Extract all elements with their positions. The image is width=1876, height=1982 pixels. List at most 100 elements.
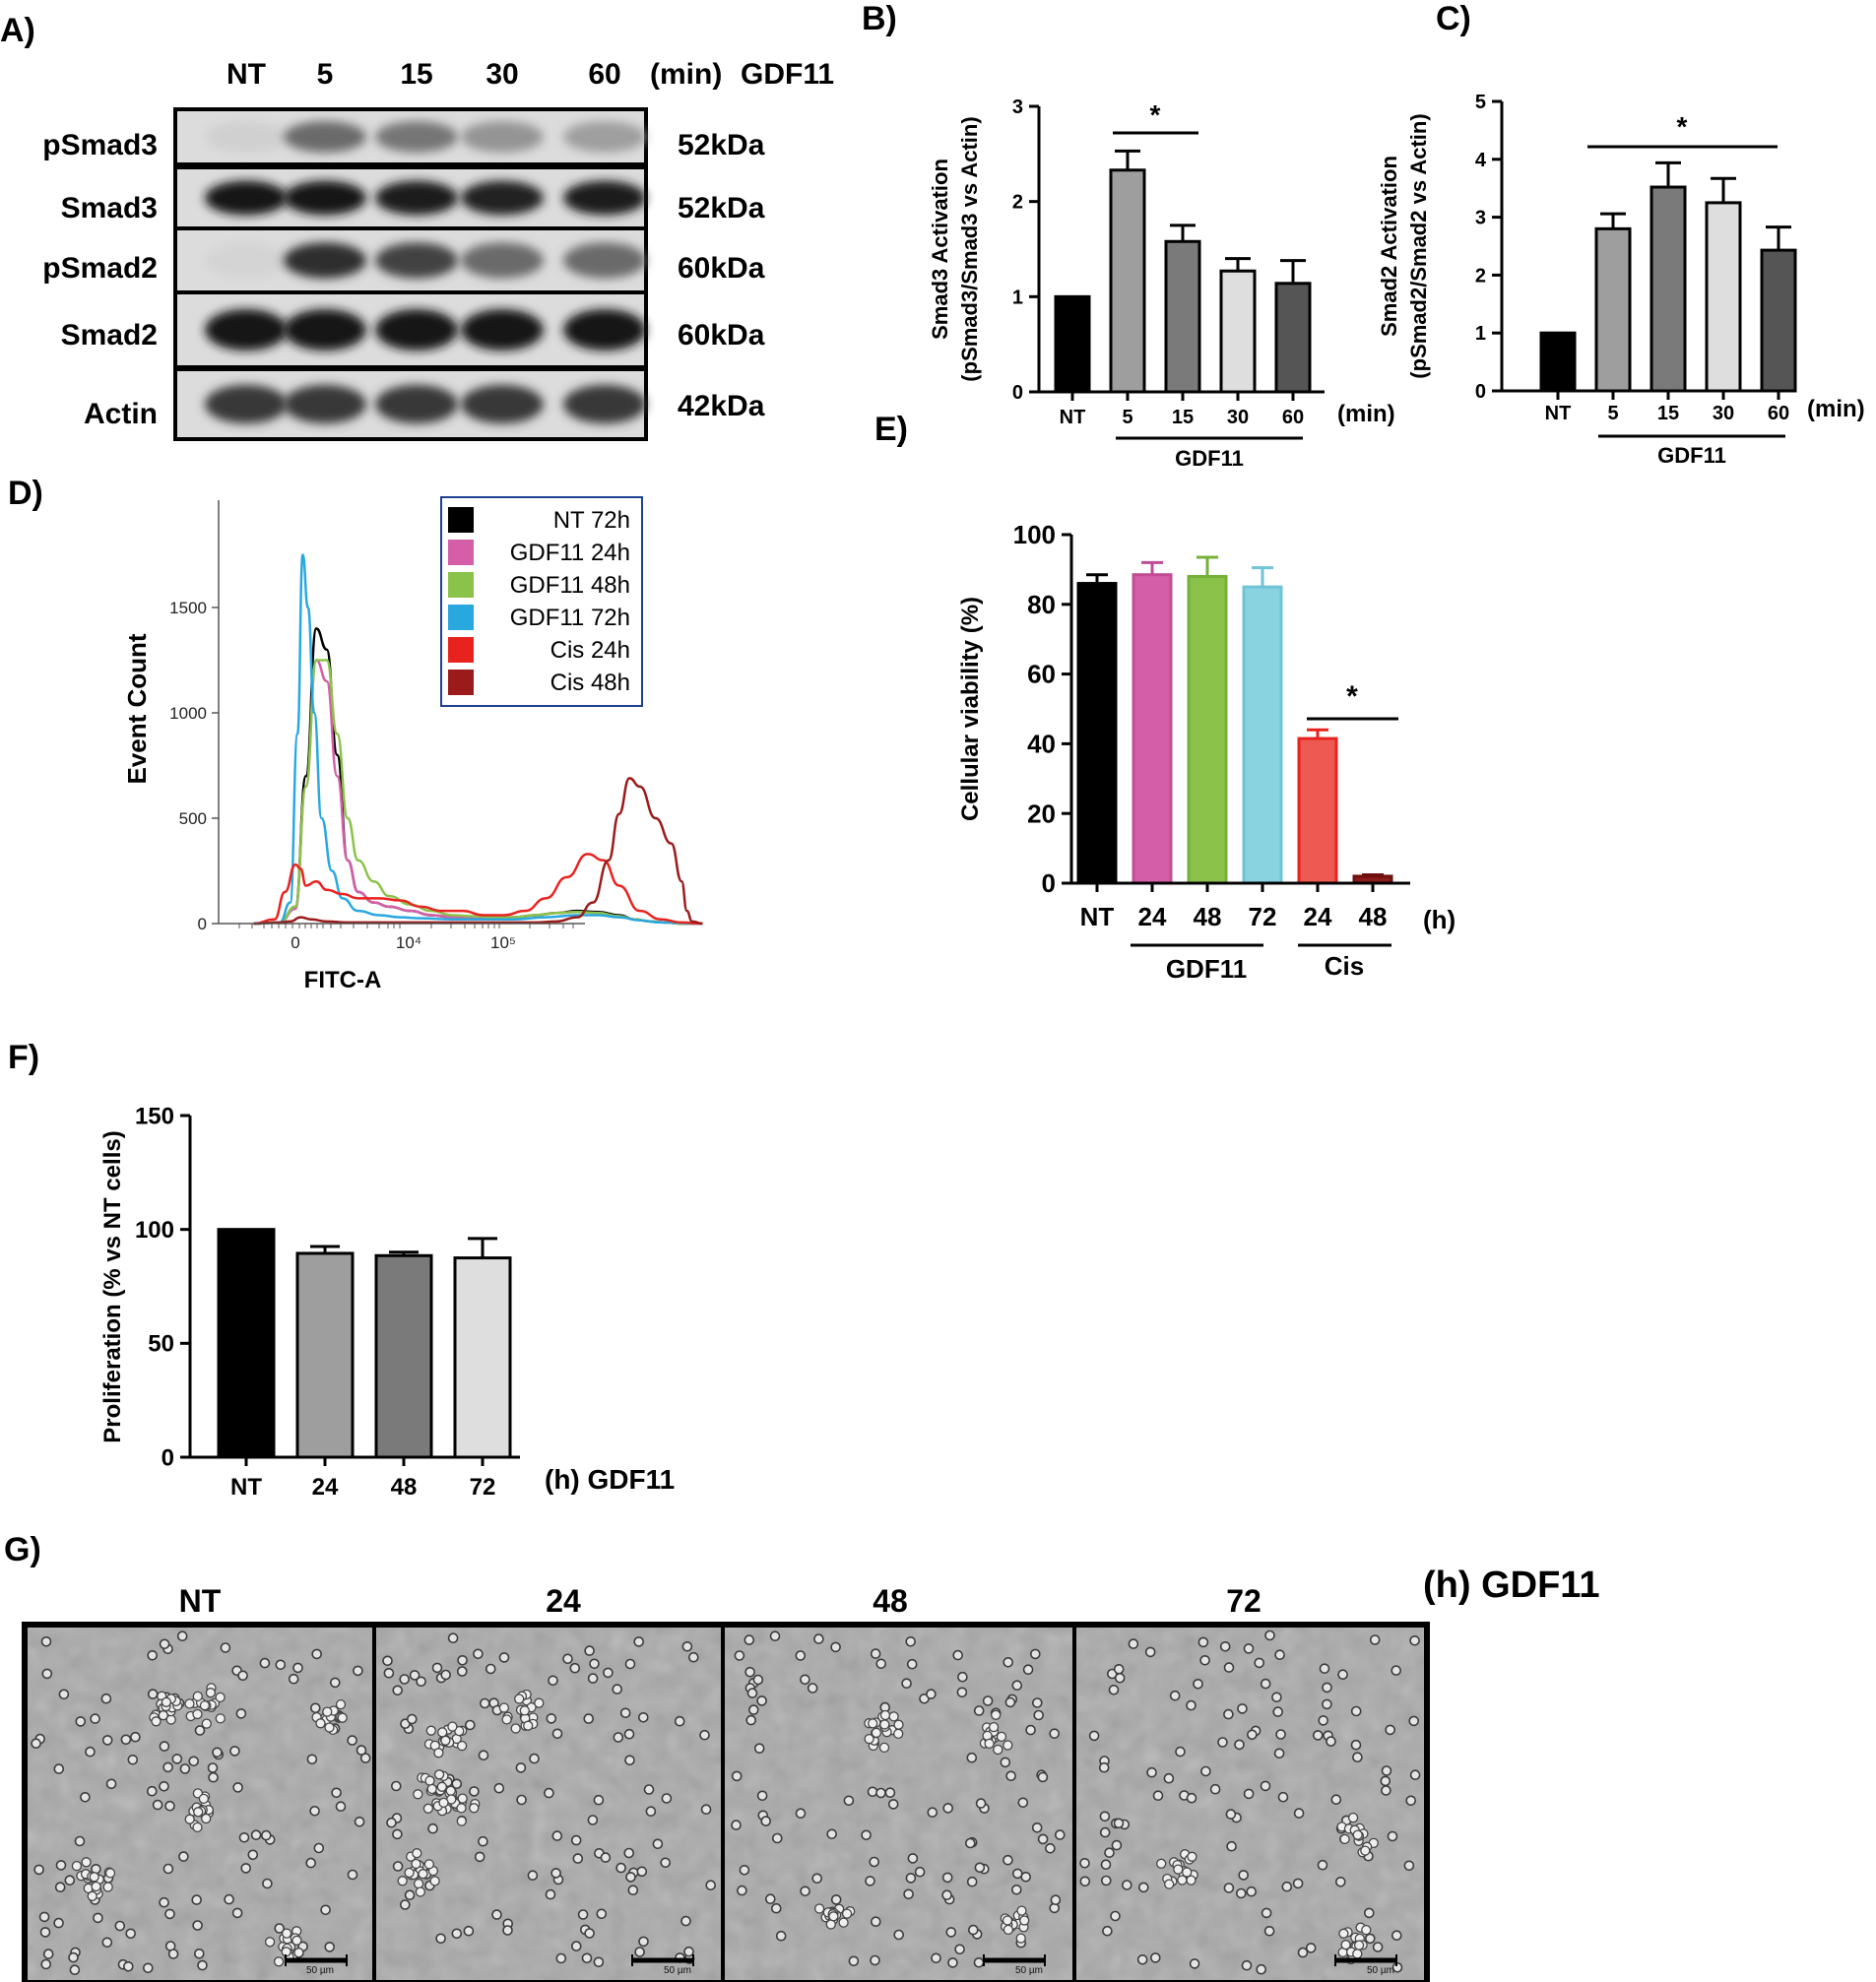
cell [1350, 1739, 1362, 1751]
cell [826, 1828, 838, 1840]
cell [435, 1933, 446, 1945]
cell [973, 1705, 985, 1716]
cell [164, 1908, 175, 1920]
y-tick-label: 5 [1475, 92, 1486, 113]
cell [392, 1861, 404, 1872]
micrograph-unit-label: (h) GDF11 [1423, 1565, 1599, 1606]
cell [447, 1632, 459, 1643]
cell-cluster [104, 1868, 116, 1879]
cell-cluster [501, 1714, 512, 1725]
cell [162, 1863, 174, 1875]
cell [744, 1634, 755, 1645]
x-unit-label: (h) [1423, 905, 1456, 934]
cell [1275, 1729, 1286, 1740]
cell [1271, 1692, 1282, 1703]
cell [1088, 1730, 1100, 1742]
cell [188, 1756, 199, 1767]
cell [771, 1832, 783, 1844]
cell [1350, 1705, 1362, 1717]
cell [404, 1889, 416, 1900]
cell [652, 1838, 664, 1850]
cell-cluster [1347, 1812, 1359, 1823]
cell-cluster [426, 1783, 437, 1795]
bar [1109, 168, 1146, 394]
cell [975, 1798, 987, 1809]
cell [1243, 1788, 1255, 1800]
cell-cluster [281, 1928, 292, 1939]
cell [1319, 1663, 1330, 1674]
cell-cluster [264, 1937, 276, 1948]
blot-band [375, 121, 458, 153]
cell [464, 1719, 476, 1731]
legend-label: NT 72h [553, 507, 630, 534]
cell-cluster [411, 1858, 421, 1870]
cell [262, 1878, 273, 1889]
cell [737, 1885, 747, 1896]
cell [1197, 1636, 1209, 1648]
cell [1037, 1833, 1049, 1845]
legend-swatch [448, 605, 474, 630]
panel-letter-c: C) [1436, 0, 1471, 37]
y-tick-label: 100 [135, 1217, 174, 1244]
cell [581, 1952, 593, 1964]
legend-swatch [448, 670, 474, 695]
cell-cluster [433, 1769, 445, 1780]
cell [800, 1674, 810, 1686]
cell [105, 1778, 117, 1790]
cell [1247, 1729, 1258, 1741]
legend-label: GDF11 48h [510, 572, 630, 599]
cell [1237, 1703, 1248, 1714]
cell [887, 1799, 899, 1810]
cell [633, 1636, 645, 1647]
panel-letter-e: E) [874, 411, 908, 448]
x-tick-label: 15 [1172, 407, 1194, 428]
cell [584, 1645, 595, 1656]
cell-cluster [893, 1728, 904, 1740]
y-axis-label: (pSmad2/Smad2 vs Actin) [1406, 113, 1431, 378]
cell [1163, 1772, 1175, 1784]
cell [74, 1835, 86, 1847]
bar [217, 1228, 276, 1459]
x-tick-label: NT [1080, 902, 1115, 931]
bar [295, 1251, 355, 1459]
cell [406, 1713, 418, 1725]
cell [731, 1820, 742, 1830]
cell [1381, 1785, 1391, 1796]
group-label: GDF11 [1166, 954, 1247, 984]
cell [164, 1800, 175, 1812]
cell [680, 1915, 691, 1927]
cell [1223, 1708, 1234, 1720]
y-tick-label: 0 [198, 915, 207, 933]
cell [1199, 1655, 1210, 1666]
cell [550, 1868, 561, 1879]
cell [232, 1782, 243, 1793]
cell [734, 1650, 745, 1661]
cell [473, 1648, 484, 1660]
x-unit-label: (min) [1337, 401, 1395, 427]
cell [1122, 1880, 1132, 1890]
cell-cluster [199, 1699, 211, 1711]
cell-cluster [324, 1722, 335, 1733]
cell [577, 1909, 589, 1920]
cell-cluster [878, 1742, 890, 1754]
cell-cluster [1177, 1875, 1188, 1886]
cell [941, 1889, 952, 1900]
scale-bar-label: 50 µm [1367, 1965, 1394, 1976]
micrograph-label: 72 [1226, 1583, 1261, 1619]
cell [1037, 1771, 1049, 1783]
cell [1254, 1657, 1264, 1669]
cell [870, 1648, 881, 1659]
cell [1113, 1664, 1125, 1675]
bar [1076, 582, 1118, 885]
group-label: Cis [1325, 951, 1364, 981]
cell [807, 1683, 818, 1694]
x-tick-label: 48 [1194, 902, 1222, 931]
cell [1110, 1910, 1121, 1922]
cell [288, 1673, 299, 1685]
y-axis-label: (pSmad3/Smad3 vs Actin) [957, 116, 982, 381]
cell [212, 1747, 223, 1758]
blot-kda-label: 60kDa [678, 252, 765, 285]
cell [795, 1650, 807, 1661]
cell [870, 1916, 881, 1927]
